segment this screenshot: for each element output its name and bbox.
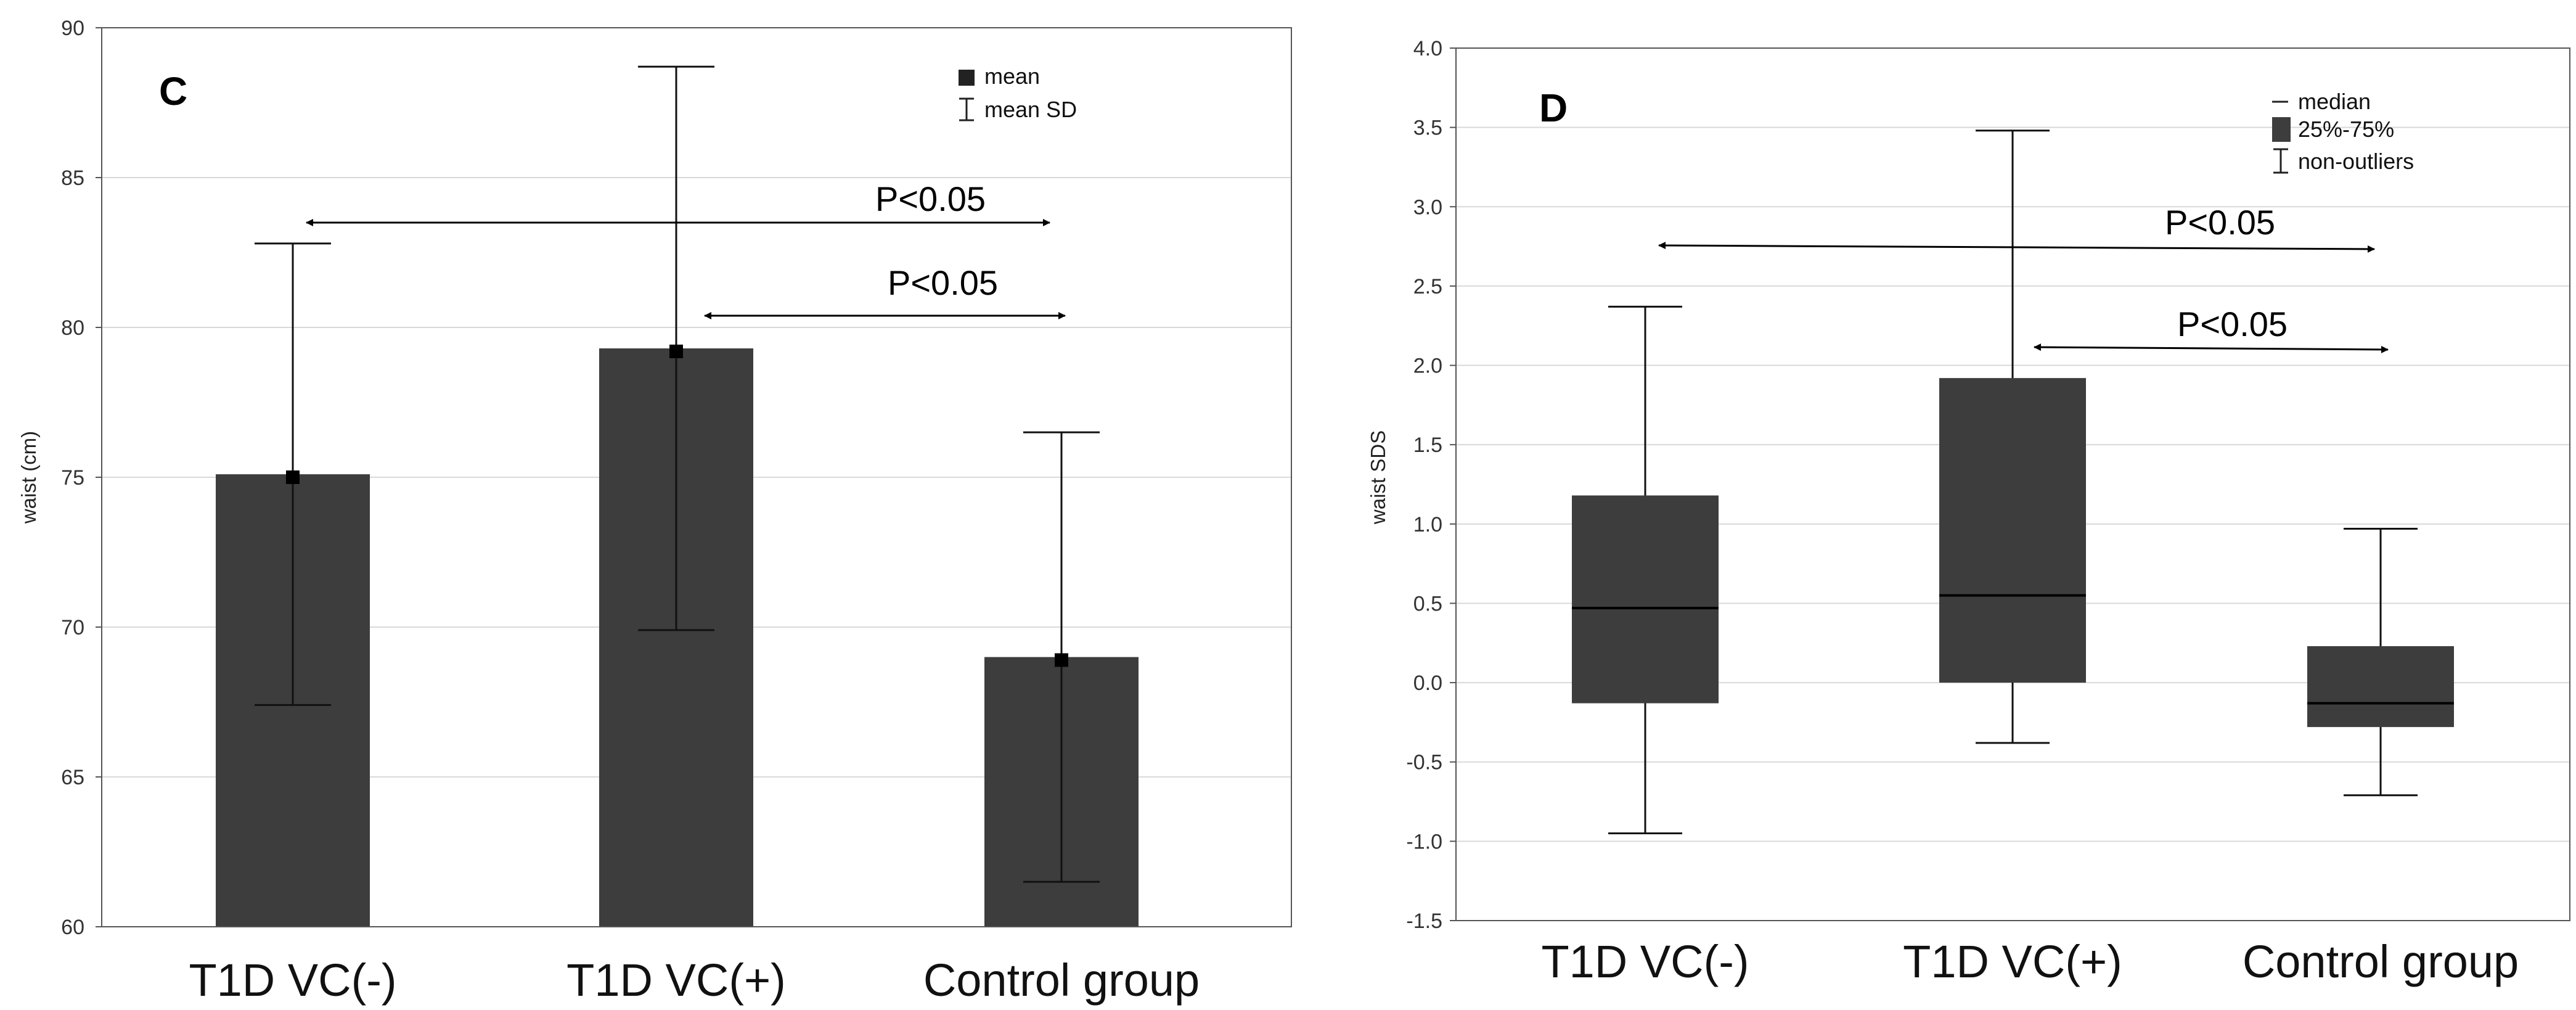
c-tick-label: 65 xyxy=(61,766,84,789)
d-tick-label: 4.0 xyxy=(1413,37,1442,60)
chart-panel-c: 60 65 70 75 80 85 90 T1D VC(-) T1D VC(+) Control… xyxy=(17,17,1292,1006)
d-tick-label: 0.5 xyxy=(1413,592,1442,615)
c-y-axis-label: waist (cm) xyxy=(17,431,40,524)
c-legend-sd: mean SD xyxy=(984,97,1077,122)
c-bars xyxy=(216,65,1139,927)
d-tick-label: 2.0 xyxy=(1413,355,1442,378)
c-legend-sd-symbol xyxy=(959,97,974,121)
d-tick-label: 2.5 xyxy=(1413,275,1442,298)
d-category-label: T1D VC(+) xyxy=(1903,936,2122,987)
c-tick-label: 60 xyxy=(61,916,84,939)
c-tick-label: 80 xyxy=(61,316,84,340)
d-significance-2: P<0.05 xyxy=(2034,305,2389,353)
d-category-label: T1D VC(-) xyxy=(1541,936,1749,987)
chart-panel-d: -1.5-1.0-0.50.00.51.01.52.02.53.03.54.0 … xyxy=(1367,37,2570,987)
c-significance-2: P<0.05 xyxy=(704,263,1066,319)
c-tick-label: 85 xyxy=(61,166,84,190)
d-legend-whisker: non-outliers xyxy=(2298,149,2414,174)
d-tick-label: -1.5 xyxy=(1406,909,1442,933)
d-panel-label: D xyxy=(1539,86,1568,130)
c-category-label: T1D VC(+) xyxy=(566,955,786,1006)
c-sig-label-1: P<0.05 xyxy=(875,179,986,218)
d-y-axis: -1.5 -1.0 -0.5 0.0 0.5 1.0 1.5 2.0 2.5 3.0 3.5 4.0 xyxy=(1406,37,1456,933)
c-mean-point xyxy=(286,470,300,484)
c-x-axis: T1D VC(-) T1D VC(+) Control group xyxy=(189,955,1200,1006)
d-tick-label: 1.5 xyxy=(1413,433,1442,457)
d-box xyxy=(1939,378,2086,683)
d-sig-arrow-2 xyxy=(2034,343,2389,353)
d-box xyxy=(2307,646,2454,728)
c-legend: mean mean SD xyxy=(959,64,1077,122)
d-tick-label: -1.0 xyxy=(1406,830,1442,853)
d-box xyxy=(1572,495,1719,704)
d-tick-label: 3.5 xyxy=(1413,117,1442,140)
d-significance-1: P<0.05 xyxy=(1658,203,2375,253)
d-sig-label-2: P<0.05 xyxy=(2177,305,2288,343)
d-boxes xyxy=(1572,129,2454,834)
d-plot-frame xyxy=(1455,47,2570,921)
d-tick-label: -0.5 xyxy=(1406,751,1442,774)
d-sig-label-1: P<0.05 xyxy=(2165,203,2275,242)
d-legend-whisker-symbol xyxy=(2273,148,2288,174)
c-tick-label: 70 xyxy=(61,616,84,639)
c-legend-mean-swatch xyxy=(959,70,975,86)
d-x-axis: T1D VC(-) T1D VC(+) Control group xyxy=(1541,936,2519,987)
c-mean-point xyxy=(669,344,683,358)
d-legend-box: 25%-75% xyxy=(2298,117,2394,142)
d-y-axis-label: waist SDS xyxy=(1367,430,1389,525)
d-sig-arrow-1 xyxy=(1658,242,2375,253)
c-panel-label: C xyxy=(159,69,187,113)
d-tick-label: 3.0 xyxy=(1413,195,1442,219)
c-mean-point xyxy=(1055,653,1068,667)
d-tick-label: 1.0 xyxy=(1413,513,1442,536)
d-legend-median: median xyxy=(2298,89,2371,114)
c-legend-mean: mean xyxy=(984,64,1040,89)
d-legend: median 25%-75% non-outliers xyxy=(2272,89,2414,174)
c-category-label: Control group xyxy=(923,955,1200,1006)
c-tick-label: 75 xyxy=(61,466,84,490)
d-legend-box-swatch xyxy=(2272,117,2291,142)
c-y-axis: 60 65 70 75 80 85 90 xyxy=(61,17,102,939)
c-tick-label: 90 xyxy=(61,17,84,40)
c-significance-1: P<0.05 xyxy=(306,179,1050,226)
c-sig-label-2: P<0.05 xyxy=(888,263,998,302)
c-category-label: T1D VC(-) xyxy=(189,955,396,1006)
d-tick-label: 0.0 xyxy=(1413,671,1442,695)
d-category-label: Control group xyxy=(2243,936,2519,987)
